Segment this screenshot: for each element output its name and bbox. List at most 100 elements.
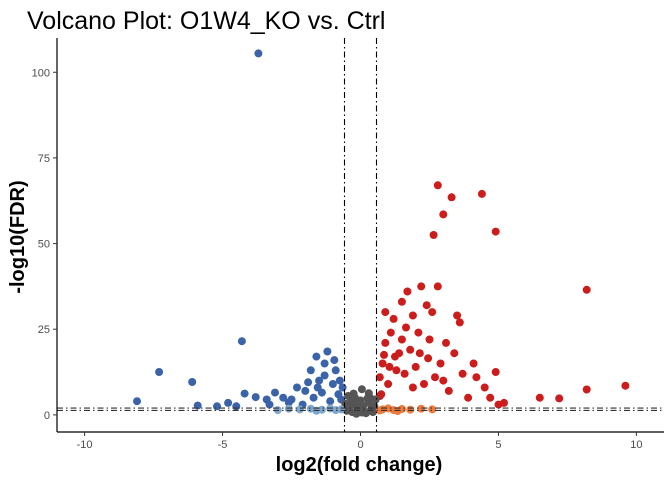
data-point-up [380, 350, 388, 359]
data-point-down [312, 352, 321, 361]
data-point-down [251, 393, 260, 402]
x-tick-label: -5 [218, 439, 228, 451]
data-point-down [326, 397, 335, 406]
data-point-up [555, 394, 564, 403]
data-point-down [301, 386, 310, 395]
data-point-up [391, 352, 399, 361]
data-point-up [458, 369, 467, 378]
data-point-up [480, 383, 489, 392]
data-point-up_fc_only [393, 407, 402, 416]
data-point-up [386, 328, 395, 337]
x-tick-label: 5 [495, 439, 501, 451]
data-point-up [397, 297, 406, 306]
data-point-down [237, 337, 246, 346]
data-point-down [320, 359, 329, 368]
data-point-down [335, 376, 344, 385]
data-point-down [304, 378, 313, 387]
data-point-up [472, 373, 481, 382]
data-point-up [486, 393, 495, 402]
data-point-up_fc_only [428, 405, 437, 414]
plot-panel [57, 38, 664, 432]
data-point-up [422, 301, 431, 310]
data-point-down [323, 347, 332, 356]
data-point-down [265, 400, 274, 409]
data-point-up [433, 181, 442, 190]
data-point-down [320, 371, 329, 380]
data-point-up [431, 373, 439, 382]
y-tick-label: 100 [32, 67, 50, 79]
data-point-up [491, 368, 500, 376]
data-point-up [447, 193, 456, 202]
y-tick-label: 0 [44, 410, 50, 422]
data-point-up [491, 227, 500, 236]
data-point-up [582, 285, 591, 294]
data-point-down [330, 356, 339, 365]
data-point-down [133, 397, 141, 406]
data-point-up [436, 359, 445, 368]
data-point-up [384, 380, 393, 388]
data-point-up [425, 335, 434, 344]
data-point-down [315, 376, 324, 385]
data-point-down [188, 378, 197, 386]
data-point-up [453, 311, 462, 320]
data-point-ns [355, 400, 364, 409]
y-tick-label: 25 [38, 324, 50, 336]
data-point-up [621, 381, 630, 390]
y-tick-label: 75 [38, 153, 50, 165]
data-point-down [287, 395, 296, 404]
data-point-down [279, 393, 288, 402]
data-point-up [402, 323, 410, 332]
data-point-up [455, 318, 464, 327]
y-axis-title: -log10(FDR) [7, 180, 29, 293]
data-point-down [240, 389, 249, 398]
data-point-up [411, 362, 420, 371]
data-point-down [254, 49, 263, 58]
data-point-up [415, 349, 424, 358]
data-point-up [469, 359, 478, 368]
data-point-up_fc_only [417, 404, 426, 413]
data-point-up [444, 386, 453, 395]
data-point-down [224, 398, 233, 407]
data-point-up [397, 335, 406, 344]
chart-title: Volcano Plot: O1W4_KO vs. Ctrl [27, 7, 385, 35]
data-point-up [535, 393, 544, 402]
data-point-ns [371, 395, 380, 404]
data-point-up [433, 282, 442, 291]
data-point-up [439, 210, 448, 219]
data-point-up [392, 366, 401, 375]
data-point-up [464, 393, 473, 402]
x-axis-title: log2(fold change) [276, 454, 443, 476]
data-point-down [338, 383, 347, 392]
data-point-up [414, 328, 423, 337]
data-point-up [408, 311, 417, 320]
data-point-up [385, 362, 394, 371]
data-point-down_fc_only [284, 404, 293, 413]
data-point-up [417, 282, 426, 291]
data-point-up [375, 373, 384, 382]
data-point-up [378, 359, 387, 368]
data-point-up [389, 314, 398, 323]
data-point-up [500, 398, 508, 407]
x-tick-label: -10 [77, 439, 93, 451]
data-point-down [271, 388, 279, 397]
x-tick-label: 0 [357, 439, 363, 451]
data-point-ns [364, 389, 373, 398]
data-point-up [381, 308, 390, 317]
data-point-down [331, 366, 340, 375]
data-point-up [477, 189, 486, 198]
data-point-up [428, 308, 437, 317]
data-point-down [306, 366, 315, 375]
data-point-ns [368, 408, 377, 417]
data-point-down [213, 402, 221, 411]
data-point-up [408, 383, 417, 392]
data-point-down [155, 368, 164, 376]
data-point-down [293, 383, 301, 392]
data-point-up [406, 345, 415, 354]
data-point-up [381, 338, 390, 347]
data-point-up [439, 376, 448, 385]
x-tick-label: 10 [630, 439, 642, 451]
data-point-up [424, 354, 433, 363]
